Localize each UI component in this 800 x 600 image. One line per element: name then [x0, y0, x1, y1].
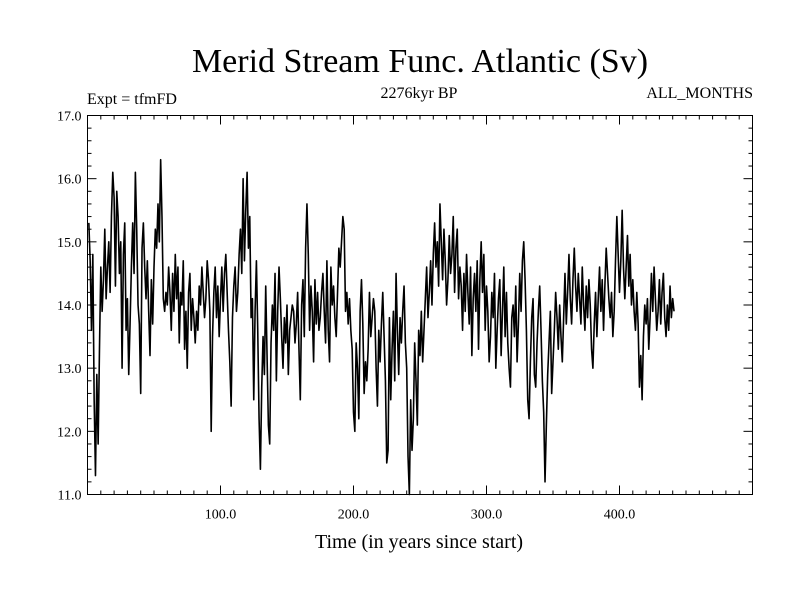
x-tick-label: 400.0: [604, 508, 636, 523]
y-tick-label: 14.0: [57, 299, 82, 314]
y-tick-label: 13.0: [57, 362, 82, 377]
x-tick-label: 100.0: [205, 508, 237, 523]
x-axis-label: Time (in years since start): [315, 531, 523, 553]
x-tick-label: 200.0: [338, 508, 370, 523]
y-tick-label: 11.0: [58, 489, 82, 504]
chart-title: Merid Stream Func. Atlantic (Sv): [192, 43, 648, 80]
y-tick-label: 12.0: [57, 425, 82, 440]
experiment-label: Expt = tfmFD: [87, 91, 177, 108]
months-label: ALL_MONTHS: [646, 85, 753, 102]
period-label: 2276kyr BP: [381, 85, 458, 102]
y-tick-label: 16.0: [57, 173, 82, 188]
y-tick-label: 15.0: [57, 236, 82, 251]
y-axis: 11.0 12.0 13.0 14.0 15.0 16.0 17.0: [57, 110, 753, 504]
x-axis: 100.0 200.0 300.0 400.0: [205, 115, 636, 523]
y-tick-label: 17.0: [57, 110, 82, 125]
minor-ticks: [87, 115, 753, 495]
series-line: [88, 158, 675, 496]
x-tick-label: 300.0: [471, 508, 503, 523]
